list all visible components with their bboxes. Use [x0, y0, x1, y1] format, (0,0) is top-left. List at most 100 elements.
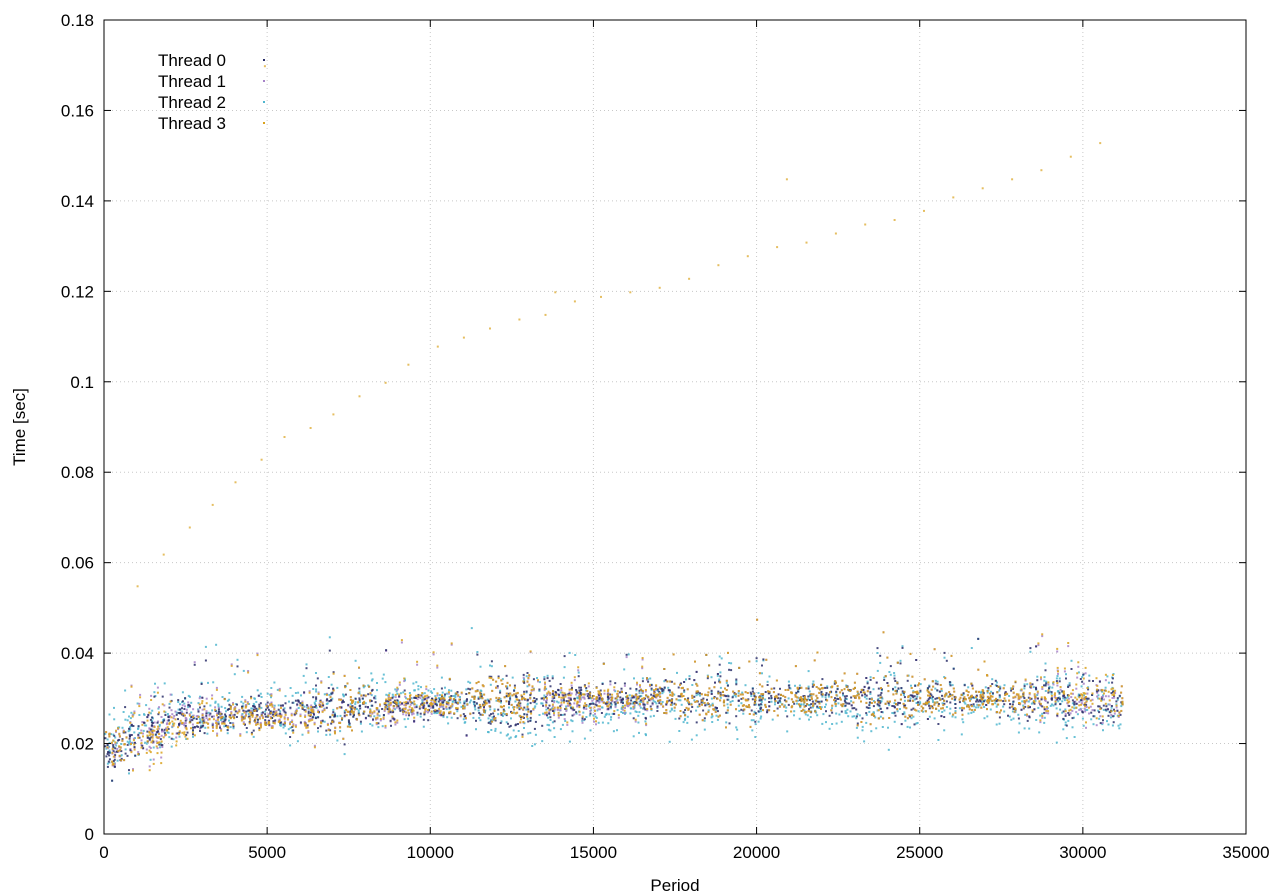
data-point — [466, 698, 468, 701]
data-point — [789, 687, 792, 690]
data-point — [113, 706, 115, 709]
data-point — [794, 684, 796, 687]
data-point — [872, 700, 875, 702]
data-point — [1052, 682, 1054, 685]
data-point — [367, 693, 370, 696]
data-point — [422, 718, 425, 721]
data-point — [462, 718, 465, 721]
data-point — [187, 694, 190, 697]
data-point — [358, 690, 361, 693]
data-point — [949, 707, 952, 710]
data-point — [906, 679, 909, 682]
data-point — [958, 701, 961, 704]
data-point — [238, 710, 241, 713]
data-point — [177, 724, 180, 727]
data-point — [1081, 676, 1084, 679]
data-point — [1011, 705, 1014, 708]
data-point — [339, 730, 342, 733]
data-point — [886, 682, 889, 684]
data-point — [315, 684, 317, 687]
data-point — [834, 701, 836, 704]
data-point — [195, 718, 198, 720]
data-point — [888, 671, 891, 673]
data-point — [1111, 697, 1114, 699]
data-point — [434, 695, 437, 698]
data-point — [903, 712, 906, 715]
data-point — [959, 696, 962, 699]
data-point — [242, 722, 245, 725]
data-point — [994, 679, 997, 682]
data-point — [930, 697, 933, 700]
data-point — [578, 697, 581, 700]
data-point — [148, 765, 151, 768]
data-point — [325, 703, 328, 705]
data-point — [319, 725, 322, 728]
data-point — [856, 672, 859, 675]
data-point — [177, 701, 180, 703]
data-point — [156, 742, 159, 745]
data-point — [624, 707, 626, 709]
data-point — [618, 691, 621, 694]
data-point — [668, 699, 671, 702]
data-point — [328, 693, 331, 696]
data-point — [480, 695, 483, 698]
data-point — [1115, 700, 1118, 703]
data-point — [795, 691, 798, 694]
data-point — [432, 706, 435, 709]
data-point — [209, 704, 212, 707]
data-point — [510, 717, 512, 720]
data-point — [451, 705, 454, 708]
data-point — [932, 685, 935, 688]
data-point — [737, 704, 740, 707]
data-point — [494, 727, 497, 730]
data-point — [370, 672, 373, 675]
data-point — [770, 694, 773, 697]
data-point — [106, 746, 109, 749]
data-point — [223, 725, 226, 728]
data-point — [1039, 721, 1042, 724]
data-point — [124, 706, 127, 709]
data-point — [632, 707, 635, 710]
data-point — [148, 711, 151, 714]
data-point — [893, 706, 896, 709]
data-point — [525, 690, 528, 693]
data-point — [439, 705, 442, 708]
data-point — [691, 697, 694, 699]
data-point — [266, 692, 269, 695]
data-point — [120, 743, 123, 745]
data-point — [642, 700, 645, 703]
data-point — [706, 677, 709, 680]
data-point — [875, 681, 878, 684]
data-point — [901, 690, 904, 693]
data-point — [951, 715, 954, 718]
data-point — [808, 708, 810, 711]
data-point — [1054, 692, 1056, 695]
data-point — [643, 703, 646, 706]
data-point — [656, 710, 659, 712]
data-point — [234, 710, 237, 713]
data-point — [571, 730, 574, 733]
data-point — [134, 741, 136, 744]
data-point — [173, 715, 176, 717]
data-point — [371, 711, 374, 714]
data-point — [783, 705, 786, 708]
data-point — [597, 721, 600, 724]
data-point — [242, 721, 245, 724]
data-point — [129, 748, 132, 750]
data-point — [1079, 678, 1082, 680]
data-point — [396, 699, 399, 702]
data-point — [615, 697, 618, 700]
data-point — [856, 694, 859, 697]
data-point — [574, 654, 577, 656]
data-point — [1068, 713, 1071, 716]
data-point — [915, 722, 918, 725]
data-point — [413, 696, 416, 699]
data-point — [511, 711, 514, 714]
data-point — [142, 729, 145, 732]
data-point — [912, 707, 915, 710]
data-point — [278, 714, 281, 717]
data-point — [350, 709, 353, 712]
data-point — [279, 712, 282, 715]
data-point — [353, 714, 355, 717]
data-point — [291, 725, 294, 728]
